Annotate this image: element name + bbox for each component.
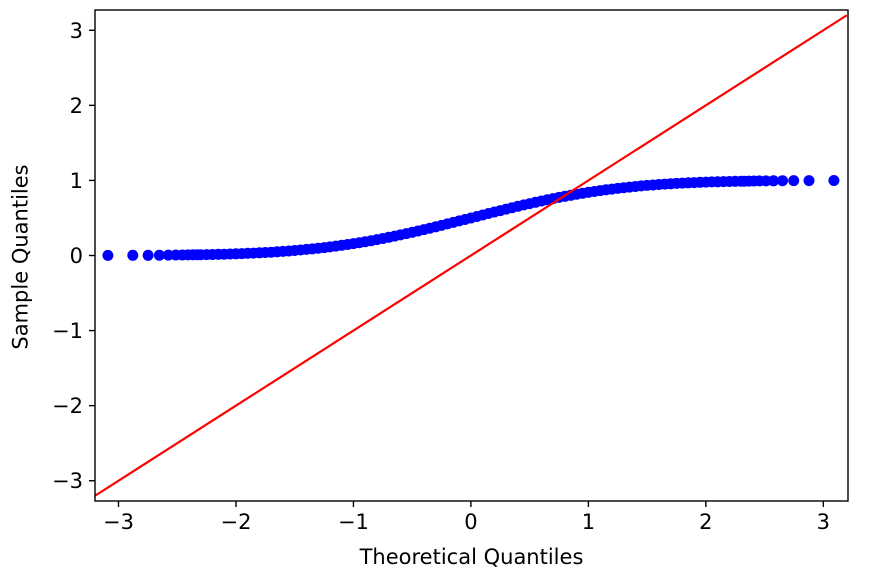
- y-tick-label: 3: [70, 19, 83, 43]
- qq-point: [102, 249, 114, 261]
- y-tick-label: −1: [52, 319, 83, 343]
- x-axis-label: Theoretical Quantiles: [359, 545, 584, 569]
- x-tick-label: 3: [817, 510, 830, 534]
- x-tick-label: 2: [699, 510, 712, 534]
- qq-point: [788, 175, 800, 187]
- x-tick-label: 1: [582, 510, 595, 534]
- x-tick-label: 0: [464, 510, 477, 534]
- y-tick-label: 0: [70, 244, 83, 268]
- qq-point: [803, 175, 815, 187]
- qq-point: [127, 249, 139, 261]
- qq-point: [153, 249, 165, 261]
- y-tick-label: −2: [52, 394, 83, 418]
- y-axis-label: Sample Quantiles: [8, 164, 33, 350]
- qq-point: [142, 249, 154, 261]
- x-tick-label: −2: [220, 510, 251, 534]
- x-tick-label: −3: [103, 510, 134, 534]
- y-tick-label: 2: [70, 94, 83, 118]
- qq-point: [777, 175, 788, 187]
- y-tick-label: 1: [70, 169, 83, 193]
- plot-border: [94, 9, 849, 502]
- reference-line: [94, 14, 848, 497]
- y-tick-label: −3: [52, 469, 83, 493]
- qq-point: [828, 175, 840, 186]
- qq-point: [768, 175, 779, 187]
- x-tick-label: −1: [338, 510, 369, 534]
